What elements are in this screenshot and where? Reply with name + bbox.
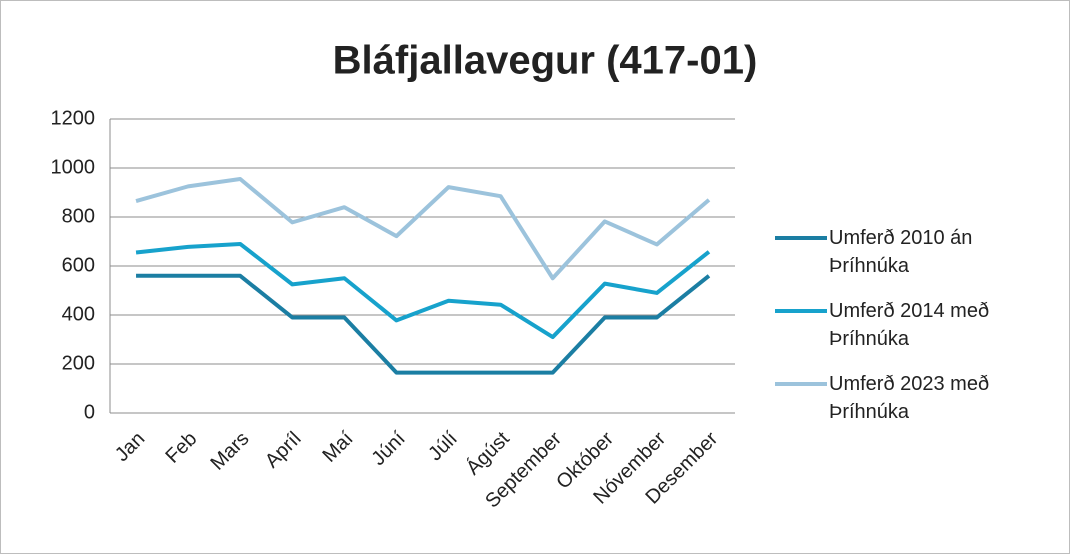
chart-title: Bláfjallavegur (417-01) [333, 39, 758, 83]
y-tick-label: 600 [62, 254, 95, 276]
legend-entry: Umferð 2010 án Þríhnúka [775, 224, 1015, 280]
legend-swatch [775, 309, 827, 313]
legend-swatch [775, 236, 827, 240]
y-tick-label: 1200 [51, 107, 96, 129]
y-tick-label: 200 [62, 352, 95, 374]
y-tick-label: 800 [62, 205, 95, 227]
legend-label: Umferð 2023 með Þríhnúka [829, 373, 990, 423]
legend-entry: Umferð 2014 með Þríhnúka [775, 297, 1015, 353]
series-line [135, 241, 711, 340]
legend-label: Umferð 2014 með Þríhnúka [829, 300, 990, 350]
legend-entry: Umferð 2023 með Þríhnúka [775, 370, 1015, 426]
legend-swatch [775, 382, 827, 386]
legend-label: Umferð 2010 án Þríhnúka [829, 227, 973, 277]
y-tick-label: 0 [84, 401, 95, 423]
y-tick-label: 400 [62, 303, 95, 325]
series-line [136, 273, 711, 375]
y-tick-label: 1000 [51, 156, 96, 178]
series-line [135, 177, 711, 281]
